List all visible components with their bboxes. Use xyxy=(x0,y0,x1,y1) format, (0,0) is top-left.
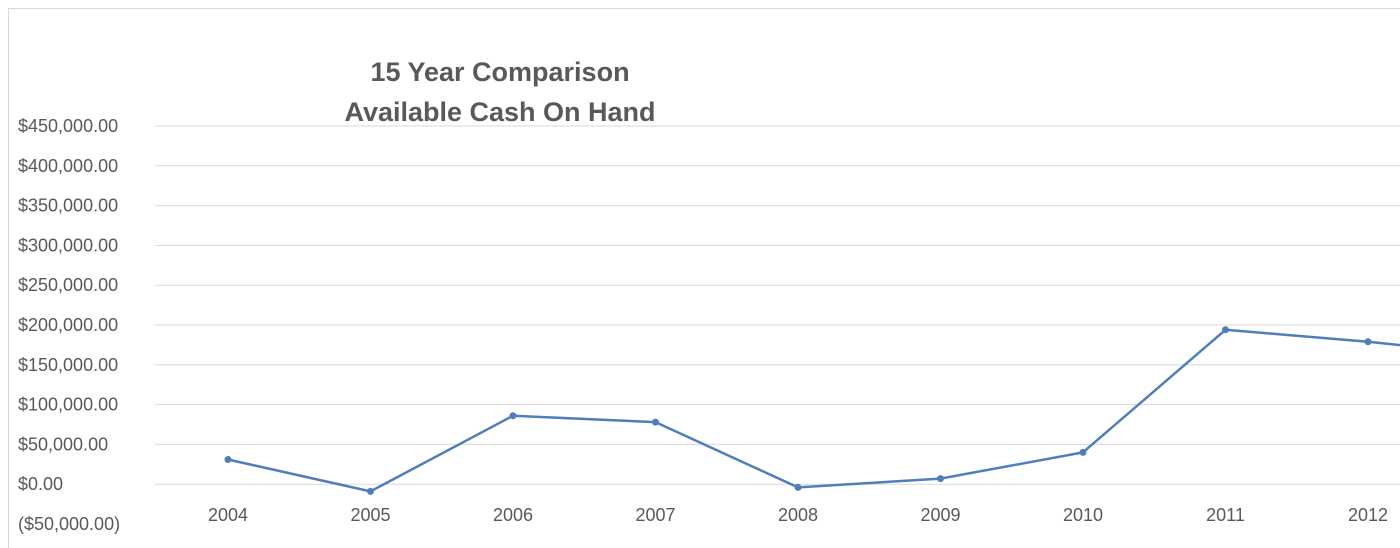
y-tick-label: $150,000.00 xyxy=(18,355,118,375)
x-tick-label: 2012 xyxy=(1348,505,1388,525)
chart-frame xyxy=(8,8,1400,548)
data-point xyxy=(509,412,517,420)
y-tick-label: $200,000.00 xyxy=(18,315,118,335)
series-line xyxy=(227,328,1400,493)
y-tick-label: $400,000.00 xyxy=(18,156,118,176)
data-point xyxy=(1364,338,1372,346)
y-tick-label: ($50,000.00) xyxy=(18,514,120,534)
chart-title-line-2: Available Cash On Hand xyxy=(344,97,656,127)
x-tick-label: 2005 xyxy=(350,505,390,525)
data-point xyxy=(937,475,944,483)
y-tick-label: $250,000.00 xyxy=(18,275,118,295)
x-tick-label: 2010 xyxy=(1063,505,1103,525)
y-tick-label: $300,000.00 xyxy=(18,235,118,255)
x-tick-label: 2006 xyxy=(493,505,533,525)
y-tick-label: $0.00 xyxy=(18,474,63,494)
data-point xyxy=(1079,448,1087,456)
data-point xyxy=(652,418,659,426)
y-tick-label: $50,000.00 xyxy=(18,434,108,454)
data-point xyxy=(1222,326,1229,334)
y-tick-label: $100,000.00 xyxy=(18,395,118,415)
data-point xyxy=(794,483,802,491)
chart-title-line-1: 15 Year Comparison xyxy=(370,57,630,87)
y-tick-label: $350,000.00 xyxy=(18,196,118,216)
x-tick-label: 2011 xyxy=(1206,505,1245,525)
data-point xyxy=(224,456,232,464)
data-point xyxy=(367,487,374,495)
x-tick-label: 2008 xyxy=(778,505,818,525)
x-tick-label: 2009 xyxy=(920,505,960,525)
y-tick-label: $450,000.00 xyxy=(18,116,118,136)
x-tick-label: 2004 xyxy=(208,505,248,525)
x-tick-label: 2007 xyxy=(635,505,675,525)
